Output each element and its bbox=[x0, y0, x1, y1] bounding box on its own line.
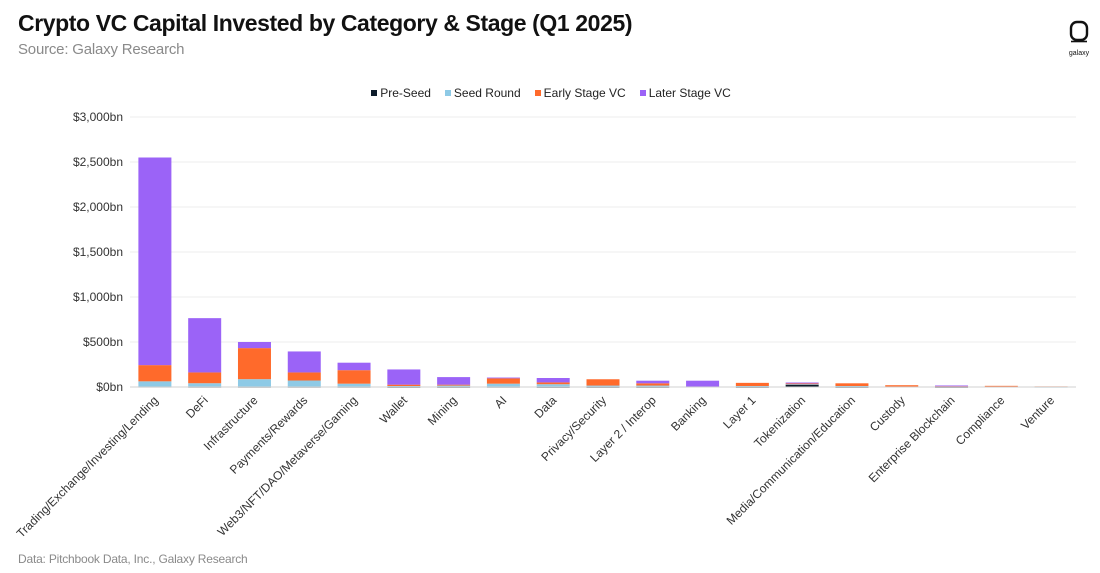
bar-segment bbox=[138, 365, 172, 382]
galaxy-logo: galaxy bbox=[1064, 20, 1094, 57]
bar-segment bbox=[387, 386, 421, 387]
bar-segment bbox=[337, 383, 371, 387]
bar-segment bbox=[636, 383, 670, 386]
bar-segment bbox=[486, 383, 520, 387]
bar-segment bbox=[536, 384, 570, 387]
legend-label: Later Stage VC bbox=[648, 86, 731, 100]
bar-segment bbox=[536, 378, 570, 383]
chart-subtitle: Source: Galaxy Research bbox=[18, 41, 185, 58]
bar-segment bbox=[486, 378, 520, 384]
x-tick-label: Trading/Exchange/Investing/Lending bbox=[14, 393, 161, 540]
x-tick-label: Data bbox=[532, 393, 560, 421]
bar-segment bbox=[138, 381, 172, 387]
y-tick-label: $2,000bn bbox=[73, 200, 123, 214]
legend-item: Seed Round bbox=[443, 86, 521, 100]
bar-segment bbox=[287, 351, 321, 373]
bar-segment bbox=[586, 379, 620, 386]
bar-segment bbox=[935, 386, 969, 387]
bar-segment bbox=[785, 382, 819, 384]
x-tick-label: Layer 1 bbox=[720, 393, 758, 431]
bar-segment bbox=[287, 380, 321, 387]
legend-label: Seed Round bbox=[453, 86, 521, 100]
bar-segment bbox=[437, 377, 471, 385]
bar-segment bbox=[885, 385, 919, 387]
bar-segment bbox=[835, 386, 869, 387]
legend-swatch bbox=[444, 90, 451, 96]
bar-segment bbox=[984, 385, 1018, 387]
y-tick-label: $500bn bbox=[83, 335, 123, 349]
footer-note: Data: Pitchbook Data, Inc., Galaxy Resea… bbox=[18, 552, 248, 566]
x-tick-label: Wallet bbox=[377, 393, 411, 427]
bar-segment bbox=[636, 380, 670, 384]
bar-segment bbox=[785, 384, 819, 387]
bar-segment bbox=[188, 372, 222, 384]
legend-swatch bbox=[534, 90, 541, 96]
legend-swatch bbox=[371, 90, 378, 96]
bar-segment bbox=[785, 383, 819, 385]
legend-item: Later Stage VC bbox=[638, 86, 731, 100]
galaxy-logo-icon bbox=[1069, 20, 1089, 43]
x-tick-label: Mining bbox=[425, 393, 460, 428]
y-tick-label: $2,500bn bbox=[73, 155, 123, 169]
bar-segment bbox=[237, 379, 271, 387]
bar-segment bbox=[735, 382, 769, 387]
chart-legend: Pre-Seed Seed Round Early Stage VC Later St… bbox=[0, 86, 1100, 100]
bar-segment bbox=[437, 384, 471, 386]
bar-segment bbox=[337, 362, 371, 371]
bar-segment bbox=[237, 348, 271, 380]
bar-segment bbox=[586, 385, 620, 387]
bar-segment bbox=[536, 382, 570, 385]
x-tick-label: DeFi bbox=[183, 393, 211, 421]
chart-title: Crypto VC Capital Invested by Category &… bbox=[18, 10, 633, 36]
bar-segment bbox=[785, 383, 819, 385]
x-tick-label: Enterprise Blockchain bbox=[866, 393, 958, 485]
bar-segment bbox=[237, 342, 271, 349]
x-tick-label: Venture bbox=[1018, 393, 1057, 432]
bar-segment bbox=[735, 386, 769, 387]
bar-segment bbox=[138, 157, 172, 366]
bar-segment bbox=[387, 369, 421, 385]
bar-segment bbox=[387, 384, 421, 387]
bar-segment bbox=[935, 385, 969, 387]
y-tick-label: $0bn bbox=[96, 380, 123, 394]
x-tick-label: Compliance bbox=[953, 393, 1008, 448]
bar-segment bbox=[686, 380, 720, 387]
bar-segment bbox=[835, 383, 869, 387]
bar-segment bbox=[636, 385, 670, 387]
legend-label: Early Stage VC bbox=[543, 86, 626, 100]
bar-segment bbox=[188, 318, 222, 373]
legend-swatch bbox=[639, 90, 646, 96]
bar-segment bbox=[287, 372, 321, 381]
x-tick-label: AI bbox=[492, 393, 510, 411]
x-tick-label: Custody bbox=[867, 393, 908, 434]
logo-text: galaxy bbox=[1068, 50, 1090, 57]
y-tick-label: $3,000bn bbox=[73, 110, 123, 124]
bar-segment bbox=[337, 370, 371, 384]
y-tick-label: $1,500bn bbox=[73, 245, 123, 259]
bar-segment bbox=[486, 377, 520, 379]
y-tick-label: $1,000bn bbox=[73, 290, 123, 304]
bar-segment bbox=[188, 383, 222, 387]
legend-label: Pre-Seed bbox=[380, 86, 431, 100]
legend-item: Early Stage VC bbox=[533, 86, 626, 100]
x-tick-label: Banking bbox=[668, 393, 709, 434]
bar-segment bbox=[437, 385, 471, 387]
legend-item: Pre-Seed bbox=[369, 86, 431, 100]
